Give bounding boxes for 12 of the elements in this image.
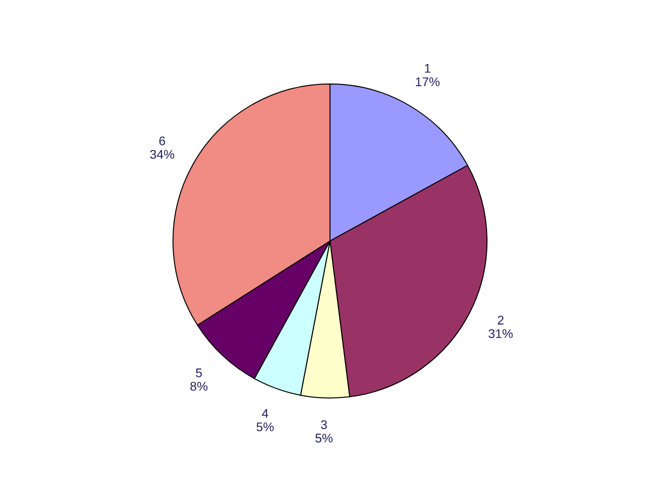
data-label: 8% bbox=[190, 382, 208, 391]
data-label: 34% bbox=[150, 150, 174, 159]
data-label: 17% bbox=[416, 77, 440, 86]
data-label: 31% bbox=[488, 329, 513, 338]
slice-label: 5 bbox=[196, 368, 202, 378]
slice-label: 2 bbox=[498, 316, 504, 324]
data-label: 5% bbox=[256, 422, 274, 432]
slice-label: 6 bbox=[159, 136, 166, 146]
slice-label: 4 bbox=[262, 409, 268, 418]
slice-label: 1 bbox=[424, 64, 430, 73]
slice-label: 3 bbox=[320, 420, 327, 430]
data-label: 5% bbox=[315, 434, 333, 443]
